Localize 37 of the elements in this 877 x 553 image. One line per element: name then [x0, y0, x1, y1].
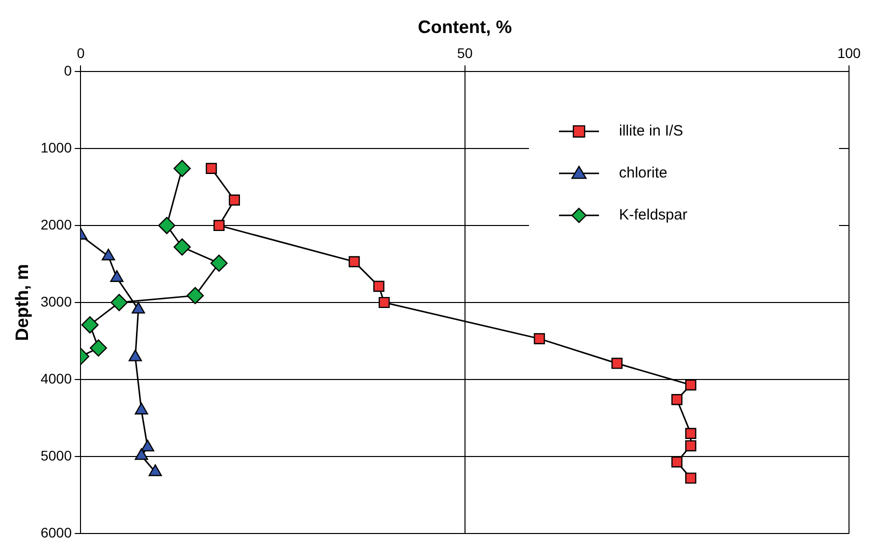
point: [228, 194, 240, 206]
x-tick-label: 0: [76, 44, 85, 61]
y-tick-label: 0: [64, 62, 72, 78]
y-tick-label: 5000: [40, 447, 72, 464]
point: [611, 358, 623, 369]
point: [373, 280, 384, 292]
x-tick-label: 100: [837, 44, 861, 61]
legend-label: K-feldspar: [619, 206, 688, 224]
point: [206, 162, 217, 174]
point: [671, 456, 682, 468]
point: [685, 379, 696, 390]
point: [348, 256, 360, 268]
point: [90, 339, 108, 357]
point: [174, 238, 191, 256]
y-tick-label: 4000: [40, 370, 72, 386]
y-tick-label: 6000: [40, 524, 72, 540]
point: [174, 160, 191, 178]
point: [378, 296, 390, 308]
y-axis-title: Depth, m: [12, 264, 32, 342]
point: [210, 254, 228, 272]
point: [213, 220, 225, 232]
point: [685, 440, 696, 452]
y-tick-label: 3000: [40, 293, 72, 310]
point: [81, 316, 99, 334]
point: [534, 333, 545, 344]
x-tick-label: 50: [457, 44, 473, 61]
y-tick-label: 2000: [40, 216, 72, 232]
point: [685, 472, 696, 484]
legend-label: illite in I/S: [619, 122, 684, 140]
point: [158, 216, 176, 234]
legend-label: chlorite: [619, 164, 668, 182]
x-axis-title: Content, %: [418, 16, 512, 37]
point: [186, 286, 204, 304]
point: [671, 394, 682, 406]
point: [685, 428, 696, 440]
point: [110, 294, 128, 312]
y-tick-label: 1000: [40, 139, 72, 156]
